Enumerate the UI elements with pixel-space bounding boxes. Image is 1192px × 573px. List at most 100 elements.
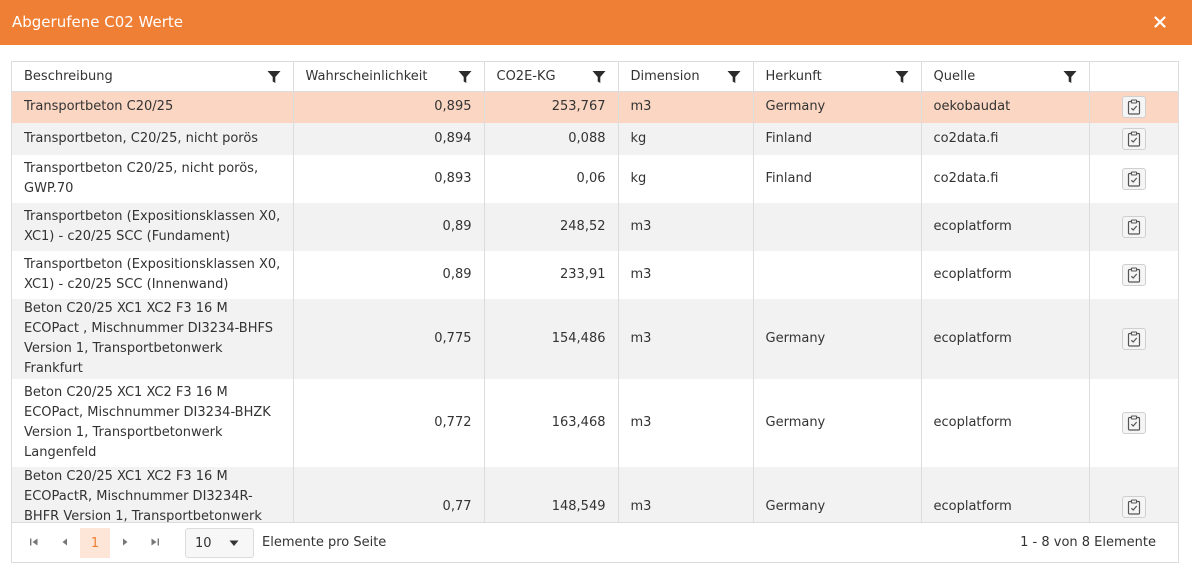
cell-beschreibung: Transportbeton C20/25, nicht porös, GWP.…: [12, 155, 294, 203]
header-row: Beschreibung Wahrscheinlichkeit CO2E-KG …: [12, 62, 1178, 92]
first-page-button[interactable]: [26, 534, 42, 550]
column-header-quelle[interactable]: Quelle: [921, 62, 1090, 92]
column-header-wahrscheinlichkeit[interactable]: Wahrscheinlichkeit: [293, 62, 485, 92]
copy-button[interactable]: [1121, 328, 1146, 350]
clipboard-icon: [1127, 219, 1140, 235]
cell-dimension: kg: [618, 155, 754, 203]
column-header-label: Dimension: [630, 68, 700, 84]
column-header-label: CO2E-KG: [496, 68, 556, 84]
cell-co2e: 0,06: [484, 155, 619, 203]
column-header-actions: [1089, 62, 1178, 92]
cell-actions: [1089, 91, 1178, 123]
page-size-value: 10: [195, 535, 212, 551]
cell-co2e: 248,52: [484, 203, 619, 251]
table-row[interactable]: Beton C20/25 XC1 XC2 F3 16 M ECOPact, Mi…: [12, 379, 1178, 467]
cell-quelle: ecoplatform: [921, 379, 1090, 467]
cell-herkunft: Germany: [753, 299, 922, 379]
cell-dimension: m3: [618, 299, 754, 379]
cell-beschreibung: Transportbeton, C20/25, nicht porös: [12, 123, 294, 155]
table-row[interactable]: Transportbeton (Expositionsklassen X0, X…: [12, 203, 1178, 251]
clipboard-icon: [1127, 99, 1140, 115]
clipboard-icon: [1127, 415, 1140, 431]
cell-wahrscheinlichkeit: 0,895: [293, 91, 485, 123]
copy-button[interactable]: [1121, 96, 1146, 119]
cell-wahrscheinlichkeit: 0,89: [293, 251, 485, 299]
cell-quelle: co2data.fi: [921, 155, 1090, 203]
table-row[interactable]: Transportbeton C20/25, nicht porös, GWP.…: [12, 155, 1178, 203]
column-header-co2e[interactable]: CO2E-KG: [484, 62, 619, 92]
prev-page-button[interactable]: [57, 534, 73, 550]
copy-button[interactable]: [1121, 216, 1146, 238]
cell-herkunft: [753, 203, 922, 251]
cell-beschreibung: Transportbeton (Expositionsklassen X0, X…: [12, 203, 294, 251]
copy-button[interactable]: [1121, 496, 1146, 518]
clipboard-icon: [1127, 171, 1140, 187]
cell-beschreibung: Beton C20/25 XC1 XC2 F3 16 M ECOPact, Mi…: [12, 379, 294, 467]
filter-icon[interactable]: [727, 70, 741, 84]
close-button[interactable]: [1148, 10, 1172, 34]
filter-icon[interactable]: [267, 70, 281, 84]
column-header-label: Herkunft: [765, 68, 822, 84]
cell-co2e: 253,767: [484, 91, 619, 123]
filter-icon[interactable]: [458, 70, 472, 84]
cell-herkunft: Finland: [753, 123, 922, 155]
chevron-down-icon: [229, 540, 239, 546]
cell-dimension: m3: [618, 203, 754, 251]
cell-wahrscheinlichkeit: 0,893: [293, 155, 485, 203]
cell-beschreibung: Beton C20/25 XC1 XC2 F3 16 M ECOPact , M…: [12, 299, 294, 379]
cell-wahrscheinlichkeit: 0,894: [293, 123, 485, 155]
first-page-icon: [30, 538, 38, 546]
cell-co2e: 233,91: [484, 251, 619, 299]
column-header-label: Wahrscheinlichkeit: [305, 68, 428, 84]
copy-button[interactable]: [1121, 128, 1146, 150]
copy-button[interactable]: [1121, 264, 1146, 286]
dialog-title: Abgerufene C02 Werte: [12, 13, 184, 31]
copy-button[interactable]: [1121, 168, 1146, 190]
cell-dimension: m3: [618, 379, 754, 467]
table-row[interactable]: Transportbeton, C20/25, nicht porös 0,89…: [12, 123, 1178, 155]
last-page-button[interactable]: [147, 534, 163, 550]
column-header-herkunft[interactable]: Herkunft: [753, 62, 922, 92]
pager-info: 1 - 8 von 8 Elemente: [1020, 535, 1156, 550]
cell-herkunft: Germany: [753, 91, 922, 123]
page-size-label: Elemente pro Seite: [262, 535, 387, 550]
cell-dimension: kg: [618, 123, 754, 155]
column-header-beschreibung[interactable]: Beschreibung: [12, 62, 294, 92]
cell-co2e: 163,468: [484, 379, 619, 467]
clipboard-icon: [1127, 267, 1140, 283]
table-row[interactable]: Transportbeton C20/25 0,895 253,767 m3 G…: [12, 91, 1178, 123]
co2-values-table: Beschreibung Wahrscheinlichkeit CO2E-KG …: [12, 62, 1178, 547]
cell-actions: [1089, 155, 1178, 203]
clipboard-icon: [1127, 499, 1140, 515]
next-page-button[interactable]: [117, 534, 133, 550]
cell-beschreibung: Transportbeton (Expositionsklassen X0, X…: [12, 251, 294, 299]
prev-page-icon: [62, 538, 67, 546]
column-header-dimension[interactable]: Dimension: [618, 62, 754, 92]
filter-icon[interactable]: [592, 70, 606, 84]
cell-herkunft: Germany: [753, 379, 922, 467]
column-header-label: Quelle: [933, 68, 976, 84]
cell-quelle: ecoplatform: [921, 203, 1090, 251]
cell-quelle: ecoplatform: [921, 299, 1090, 379]
table-row[interactable]: Transportbeton (Expositionsklassen X0, X…: [12, 251, 1178, 299]
copy-button[interactable]: [1121, 412, 1146, 434]
cell-wahrscheinlichkeit: 0,89: [293, 203, 485, 251]
cell-herkunft: [753, 251, 922, 299]
cell-wahrscheinlichkeit: 0,772: [293, 379, 485, 467]
next-page-icon: [123, 538, 128, 546]
cell-quelle: oekobaudat: [921, 91, 1090, 123]
clipboard-icon: [1127, 331, 1140, 347]
table-row[interactable]: Beton C20/25 XC1 XC2 F3 16 M ECOPact , M…: [12, 299, 1178, 379]
filter-icon[interactable]: [895, 70, 909, 84]
filter-icon[interactable]: [1063, 70, 1077, 84]
cell-dimension: m3: [618, 251, 754, 299]
cell-beschreibung: Transportbeton C20/25: [12, 91, 294, 123]
cell-dimension: m3: [618, 91, 754, 123]
co2-values-grid: Beschreibung Wahrscheinlichkeit CO2E-KG …: [11, 61, 1179, 563]
cell-quelle: ecoplatform: [921, 251, 1090, 299]
column-header-label: Beschreibung: [24, 68, 113, 84]
cell-quelle: co2data.fi: [921, 123, 1090, 155]
cell-actions: [1089, 251, 1178, 299]
page-number-button[interactable]: 1: [80, 528, 110, 558]
page-size-dropdown[interactable]: 10: [185, 528, 254, 558]
